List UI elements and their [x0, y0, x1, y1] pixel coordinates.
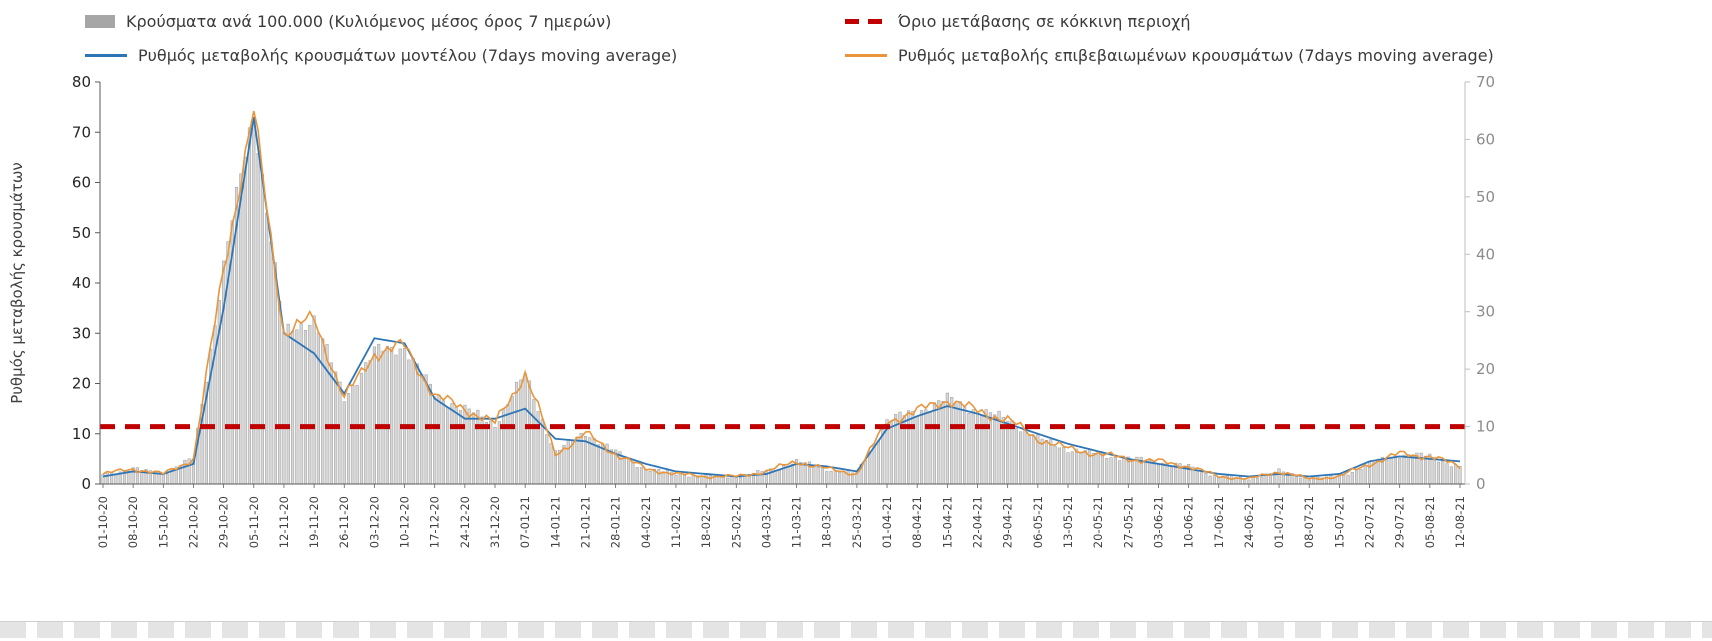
- x-tick-label: 03-12-20: [367, 496, 381, 548]
- x-tick-label: 21-01-21: [578, 496, 592, 548]
- x-tick-label: 10-06-21: [1182, 496, 1196, 548]
- x-tick-label: 27-05-21: [1121, 496, 1135, 548]
- legend-item-model-line: Ρυθμός μεταβολής κρουσμάτων μοντέλου (7d…: [85, 42, 845, 68]
- x-tick-label: 01-04-21: [880, 496, 894, 548]
- legend-label-model-line: Ρυθμός μεταβολής κρουσμάτων μοντέλου (7d…: [138, 45, 678, 65]
- x-tick-label: 19-11-20: [307, 496, 321, 548]
- y-left-tick-label: 20: [72, 375, 91, 393]
- bottom-strip: [0, 621, 1712, 638]
- x-tick-label: 01-07-21: [1272, 496, 1286, 548]
- legend-label-threshold: Όριο μετάβασης σε κόκκινη περιοχή: [898, 11, 1191, 31]
- chart-legend: Κρούσματα ανά 100.000 (Κυλιόμενος μέσος …: [85, 8, 1494, 68]
- legend-label-confirmed-line: Ρυθμός μεταβολής επιβεβαιωμένων κρουσμάτ…: [898, 45, 1494, 65]
- y-left-tick-label: 70: [72, 123, 91, 141]
- x-tick-label: 01-10-20: [96, 496, 110, 548]
- x-tick-label: 22-04-21: [971, 496, 985, 548]
- x-tick-label: 07-01-21: [518, 496, 532, 548]
- legend-label-cases-bars: Κρούσματα ανά 100.000 (Κυλιόμενος μέσος …: [126, 11, 612, 31]
- orange-line-swatch-icon: [845, 53, 887, 57]
- y-left-tick-label: 0: [81, 475, 91, 493]
- x-tick-label: 10-12-20: [398, 496, 412, 548]
- x-tick-label: 26-11-20: [337, 496, 351, 548]
- x-tick-label: 28-01-21: [609, 496, 623, 548]
- x-tick-label: 20-05-21: [1091, 496, 1105, 548]
- x-tick-label: 24-12-20: [458, 496, 472, 548]
- x-tick-label: 06-05-21: [1031, 496, 1045, 548]
- y-right-tick-label: 30: [1476, 303, 1495, 321]
- y-left-tick-label: 80: [72, 73, 91, 91]
- x-tick-label: 25-03-21: [850, 496, 864, 548]
- x-tick-label: 18-02-21: [699, 496, 713, 548]
- x-tick-label: 18-03-21: [820, 496, 834, 548]
- x-tick-label: 15-10-20: [156, 496, 170, 548]
- x-tick-label: 03-06-21: [1151, 496, 1165, 548]
- y-right-tick-label: 40: [1476, 245, 1495, 263]
- x-tick-label: 04-02-21: [639, 496, 653, 548]
- y-axis-title: Ρυθμός μεταβολής κρουσμάτων: [8, 162, 26, 404]
- bar-swatch-icon: [85, 14, 115, 28]
- y-right-tick-label: 50: [1476, 188, 1495, 206]
- red-dash-swatch-icon: [845, 18, 887, 24]
- x-tick-label: 29-07-21: [1393, 496, 1407, 548]
- y-left-tick-label: 60: [72, 174, 91, 192]
- x-tick-label: 13-05-21: [1061, 496, 1075, 548]
- legend-item-threshold: Όριο μετάβασης σε κόκκινη περιοχή: [845, 8, 1494, 34]
- y-left-tick-label: 10: [72, 425, 91, 443]
- x-tick-label: 08-10-20: [126, 496, 140, 548]
- x-tick-label: 29-04-21: [1001, 496, 1015, 548]
- y-left-tick-label: 40: [72, 274, 91, 292]
- x-tick-label: 22-07-21: [1363, 496, 1377, 548]
- x-tick-label: 17-12-20: [428, 496, 442, 548]
- y-right-tick-label: 60: [1476, 130, 1495, 148]
- x-tick-label: 15-07-21: [1332, 496, 1346, 548]
- x-tick-label: 24-06-21: [1242, 496, 1256, 548]
- x-tick-label: 05-11-20: [247, 496, 261, 548]
- legend-item-confirmed-line: Ρυθμός μεταβολής επιβεβαιωμένων κρουσμάτ…: [845, 42, 1494, 68]
- covid-combo-chart: 0 10 20 30 40 50 60 70 80 0 10 20 30 40 50 60 70 01-10-20…: [8, 73, 1495, 548]
- bars-series: [101, 118, 1462, 485]
- x-tick-label: 12-08-21: [1453, 496, 1467, 548]
- model-line: [102, 117, 1461, 478]
- x-tick-label: 08-04-21: [910, 496, 924, 548]
- y-left-tick-label: 30: [72, 324, 91, 342]
- x-tick-label: 11-03-21: [790, 496, 804, 548]
- x-tick-label: 11-02-21: [669, 496, 683, 548]
- x-tick-label: 08-07-21: [1302, 496, 1316, 548]
- blue-line-swatch-icon: [85, 53, 127, 57]
- confirmed-line: [102, 110, 1461, 481]
- x-tick-label: 04-03-21: [759, 496, 773, 548]
- x-tick-label: 22-10-20: [186, 496, 200, 548]
- x-tick-label: 12-11-20: [277, 496, 291, 548]
- y-right-tick-label: 20: [1476, 360, 1495, 378]
- x-tick-label: 25-02-21: [729, 496, 743, 548]
- y-left-tick-label: 50: [72, 224, 91, 242]
- y-right-tick-label: 10: [1476, 418, 1495, 436]
- y-right-tick-label: 70: [1476, 73, 1495, 91]
- legend-item-cases-bars: Κρούσματα ανά 100.000 (Κυλιόμενος μέσος …: [85, 8, 845, 34]
- x-tick-label: 05-08-21: [1423, 496, 1437, 548]
- y-right-tick-label: 0: [1476, 475, 1486, 493]
- x-tick-label: 14-01-21: [548, 496, 562, 548]
- x-tick-label: 29-10-20: [217, 496, 231, 548]
- x-tick-label: 17-06-21: [1212, 496, 1226, 548]
- x-tick-label: 15-04-21: [940, 496, 954, 548]
- x-tick-label: 31-12-20: [488, 496, 502, 548]
